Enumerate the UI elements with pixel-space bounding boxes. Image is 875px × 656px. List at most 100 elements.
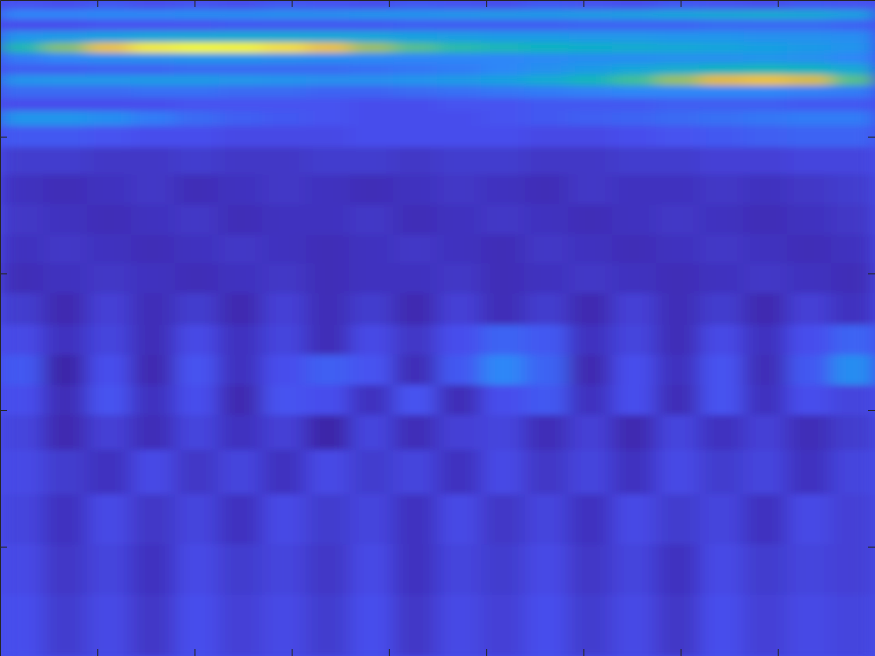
heatmap-cell [175,31,220,44]
heatmap-cell [131,126,176,148]
heatmap-cell [787,19,832,32]
heatmap-cell [350,205,395,236]
heatmap-cell [787,325,832,356]
tick-mark [194,649,195,656]
heatmap-cell [831,53,875,65]
heatmap-cell [831,75,875,87]
heatmap-cell [787,111,832,127]
heatmap-cell [831,494,875,545]
heatmap-cell [43,385,88,416]
tick-mark [868,547,875,548]
heatmap-cell [43,126,88,148]
heatmap-cell [0,126,44,148]
heatmap-cell [43,293,88,325]
heatmap-cell [743,355,788,386]
heatmap-cell [87,98,132,112]
heatmap-cell [612,53,657,65]
tick [194,649,195,656]
heatmap-cell [743,293,788,325]
heatmap-cell [218,19,263,32]
heatmap-cell [87,43,132,54]
heatmap-cell [87,53,132,65]
heatmap-cell [656,544,701,596]
heatmap-cell [568,174,613,205]
heatmap-cell [525,544,570,596]
heatmap-cell [393,53,438,65]
heatmap-cell [350,494,395,545]
heatmap-cell [743,544,788,596]
tick-mark [194,0,195,7]
heatmap-cell [831,31,875,44]
heatmap-cell [437,595,482,656]
heatmap-cell [787,174,832,205]
heatmap-cell [306,86,351,99]
heatmap-cell [43,235,88,265]
heatmap-cell [350,31,395,44]
heatmap-cell [612,494,657,545]
heatmap-cell [43,355,88,386]
heatmap-cell [700,53,745,65]
heatmap-cell [131,10,176,21]
heatmap-cell [306,293,351,325]
heatmap-cell [131,355,176,386]
heatmap-cell [481,147,526,175]
heatmap-cell [175,147,220,175]
heatmap-cell [568,10,613,21]
heatmap-cell [131,43,176,54]
heatmap-cell [612,595,657,656]
heatmap-cell [175,174,220,205]
heatmap-cell [481,64,526,76]
heatmap-cell [743,595,788,656]
heatmap-cell [525,325,570,356]
heatmap-cell [131,263,176,294]
heatmap-cell [831,450,875,495]
heatmap-cell [87,10,132,21]
heatmap-cell [393,86,438,99]
heatmap-cell [612,450,657,495]
heatmap-cell [393,494,438,545]
heatmap-cell [306,147,351,175]
heatmap-cell [306,494,351,545]
heatmap-cell [700,98,745,112]
y-axis-right [868,1,875,656]
heatmap-cell [393,111,438,127]
heatmap-cell [262,450,307,495]
heatmap-cell [175,415,220,451]
heatmap-cell [525,126,570,148]
heatmap-cell [525,205,570,236]
tick [868,410,875,411]
heatmap-cell [656,595,701,656]
heatmap-cell [350,111,395,127]
heatmap-cell [87,86,132,99]
heatmap-cell [787,126,832,148]
heatmap-cell [437,86,482,99]
heatmap-cell [743,53,788,65]
heatmap-cell [262,86,307,99]
heatmap-cell [306,355,351,386]
heatmap-cell [525,111,570,127]
heatmap-cell [568,494,613,545]
heatmap-cell [0,494,44,545]
heatmap-cell [612,86,657,99]
heatmap-cell [262,544,307,596]
heatmap-cell [175,19,220,32]
heatmap-cell [568,205,613,236]
heatmap-cell [262,75,307,87]
heatmap-cell [612,126,657,148]
heatmap-cell [612,415,657,451]
heatmap-cell [262,263,307,294]
tick-mark [583,649,584,656]
tick-mark [486,649,487,656]
heatmap-cell [525,293,570,325]
heatmap-cell [656,19,701,32]
heatmap-cell [87,595,132,656]
heatmap-cell [262,494,307,545]
heatmap-cell [481,494,526,545]
heatmap-cell [0,595,44,656]
heatmap-cell [218,64,263,76]
heatmap-cell [262,595,307,656]
heatmap-cell [700,10,745,21]
heatmap-cell [175,263,220,294]
heatmap-cell [700,263,745,294]
heatmap-cell [175,98,220,112]
